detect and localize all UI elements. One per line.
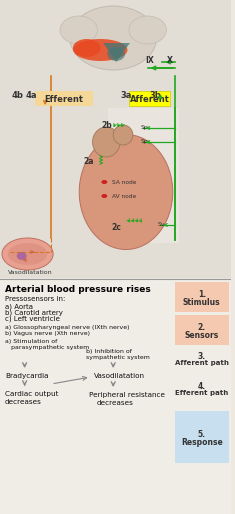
Text: 5.: 5. — [198, 430, 206, 439]
Text: 3a: 3a — [120, 91, 132, 101]
Text: Vasodilatation: Vasodilatation — [94, 373, 145, 379]
Ellipse shape — [107, 47, 125, 61]
Text: Afferent path: Afferent path — [175, 360, 229, 366]
Text: decreases: decreases — [96, 400, 133, 406]
Text: Sp: Sp — [141, 139, 149, 144]
Text: X: X — [166, 56, 172, 65]
Ellipse shape — [101, 180, 107, 184]
Text: a) Glossopharyngeal nerve (IXth nerve): a) Glossopharyngeal nerve (IXth nerve) — [5, 325, 129, 330]
Ellipse shape — [60, 16, 98, 44]
Text: 2.: 2. — [198, 323, 206, 332]
FancyBboxPatch shape — [175, 411, 229, 463]
Text: b) Inhibition of: b) Inhibition of — [86, 349, 132, 354]
Text: 2a: 2a — [83, 157, 94, 167]
FancyBboxPatch shape — [175, 315, 229, 345]
Bar — [108, 108, 179, 243]
Text: 4b: 4b — [12, 91, 24, 101]
Text: a) Stimulation of: a) Stimulation of — [5, 339, 57, 344]
Bar — [0, 0, 231, 278]
Text: Arterial blood pressure rises: Arterial blood pressure rises — [5, 285, 151, 294]
Text: 3.: 3. — [198, 352, 206, 361]
Text: Afferent: Afferent — [130, 95, 169, 103]
Text: SA node: SA node — [112, 179, 137, 185]
Text: AV node: AV node — [112, 193, 137, 198]
Text: Bradycardia: Bradycardia — [5, 373, 48, 379]
Ellipse shape — [129, 16, 166, 44]
Text: Vasodilatation: Vasodilatation — [8, 270, 52, 275]
Text: c) Left ventricle: c) Left ventricle — [5, 316, 60, 322]
Text: Efferent path: Efferent path — [175, 390, 228, 396]
Text: 1.: 1. — [198, 290, 206, 299]
Text: b) Vagus nerve (Xth nerve): b) Vagus nerve (Xth nerve) — [5, 331, 90, 336]
Text: Cardiac output: Cardiac output — [5, 391, 59, 397]
Text: Sv: Sv — [157, 223, 165, 228]
Text: Response: Response — [181, 438, 223, 447]
FancyBboxPatch shape — [175, 282, 229, 312]
Text: Sp: Sp — [141, 125, 149, 131]
Ellipse shape — [70, 6, 157, 70]
Ellipse shape — [79, 135, 173, 249]
Text: Pressosensors in:: Pressosensors in: — [5, 296, 65, 302]
Text: sympathetic system: sympathetic system — [86, 355, 149, 360]
Text: parasympathetic system: parasympathetic system — [11, 345, 89, 350]
Text: 4.: 4. — [198, 382, 206, 391]
Ellipse shape — [2, 238, 53, 270]
Ellipse shape — [17, 252, 27, 260]
Text: 2c: 2c — [111, 224, 121, 232]
Text: 3b: 3b — [150, 91, 161, 101]
Ellipse shape — [101, 194, 107, 198]
Polygon shape — [103, 43, 130, 62]
FancyBboxPatch shape — [129, 90, 170, 105]
Ellipse shape — [8, 243, 47, 265]
Text: 2b: 2b — [101, 121, 112, 131]
Text: a) Aorta: a) Aorta — [5, 304, 33, 310]
Text: Sensors: Sensors — [185, 331, 219, 340]
Text: b) Carotid artery: b) Carotid artery — [5, 310, 63, 317]
Text: decreases: decreases — [5, 399, 42, 405]
Text: Efferent: Efferent — [44, 95, 83, 103]
Ellipse shape — [93, 127, 120, 157]
Ellipse shape — [73, 39, 100, 57]
Text: IX: IX — [145, 56, 154, 65]
Text: 4a: 4a — [26, 91, 37, 101]
FancyBboxPatch shape — [35, 90, 93, 105]
Ellipse shape — [113, 125, 133, 145]
Ellipse shape — [73, 39, 127, 61]
Bar — [0, 279, 231, 514]
Text: Peripheral resistance: Peripheral resistance — [89, 392, 164, 398]
Text: Stimulus: Stimulus — [183, 298, 221, 307]
